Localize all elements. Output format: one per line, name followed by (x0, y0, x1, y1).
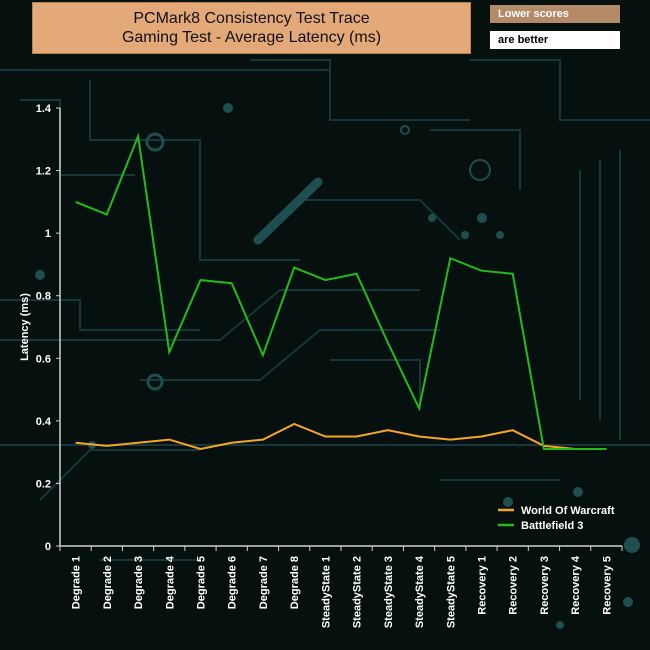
x-tick-label: Degrade 6 (227, 556, 239, 609)
y-tick-label: 0.2 (36, 478, 51, 490)
x-tick-label: Degrade 4 (164, 555, 176, 609)
series-line-battlefield-3 (75, 132, 607, 450)
x-tick-label: SteadyState 3 (383, 556, 395, 628)
y-tick-label: 1 (45, 228, 51, 240)
circuit-diagonal-bar (253, 177, 323, 245)
y-tick-label: 0.6 (36, 353, 51, 365)
note-are-better: are better (490, 31, 620, 49)
y-tick-label: 0 (45, 541, 51, 553)
legend-label: World Of Warcraft (521, 505, 615, 517)
chart-title-line-1: PCMark8 Consistency Test Trace (133, 10, 370, 27)
x-tick-label: Recovery 4 (570, 555, 582, 615)
x-tick-label: Recovery 3 (539, 556, 551, 615)
series-layer (75, 132, 607, 451)
x-ticks: Degrade 1 Degrade 2 Degrade 3 Degrade 4 Degr… (59, 546, 623, 628)
x-tick-label: Recovery 1 (477, 556, 489, 615)
x-tick-label: SteadyState 1 (320, 556, 332, 628)
y-axis-label: Latency (ms) (19, 293, 31, 361)
x-tick-label: Degrade 5 (196, 556, 208, 609)
x-tick-label: Degrade 3 (133, 556, 145, 609)
y-tick-label: 1.2 (36, 166, 51, 178)
x-tick-label: Degrade 1 (71, 556, 83, 609)
circuit-dots (35, 103, 640, 629)
y-tick-label: 0.8 (36, 291, 51, 303)
x-tick-label: Degrade 7 (258, 556, 270, 609)
circuit-background (0, 59, 650, 561)
x-tick-label: Degrade 8 (289, 556, 301, 609)
x-tick-label: Recovery 2 (508, 556, 520, 615)
note-lower-scores: Lower scores (490, 5, 620, 23)
legend: World Of Warcraft Battlefield 3 (498, 505, 615, 532)
y-tick-label: 0.4 (36, 416, 52, 428)
y-ticks: 0 0.2 0.4 0.6 0.8 1 1.2 1.4 (36, 103, 60, 553)
y-tick-label: 1.4 (36, 103, 52, 115)
x-tick-label: Recovery 5 (601, 556, 613, 615)
x-tick-label: Degrade 2 (102, 556, 114, 609)
x-tick-label: SteadyState 4 (414, 555, 426, 628)
series-line-world-of-warcraft (75, 422, 607, 451)
x-tick-label: SteadyState 5 (445, 556, 457, 628)
chart-title-box: PCMark8 Consistency Test Trace Gaming Te… (32, 2, 471, 54)
chart-title-line-2: Gaming Test - Average Latency (ms) (121, 29, 382, 46)
legend-label: Battlefield 3 (521, 520, 583, 532)
x-tick-label: SteadyState 2 (352, 556, 364, 628)
